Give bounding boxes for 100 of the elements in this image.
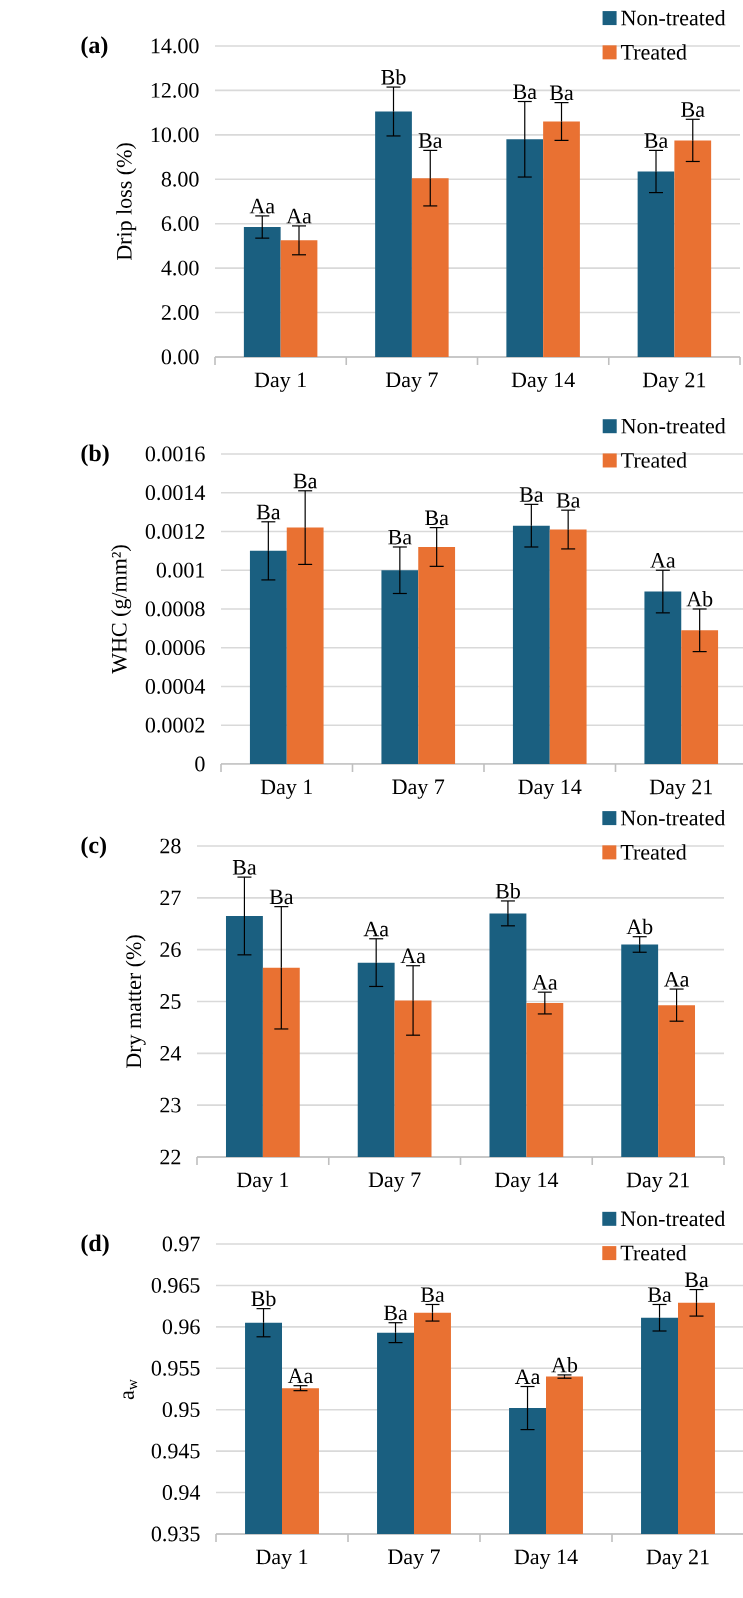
bar — [637, 171, 675, 357]
bar — [249, 550, 287, 764]
y-tick-label: 24 — [160, 1046, 182, 1061]
annotation: Ba — [556, 493, 581, 508]
annotation: Ba — [269, 889, 294, 905]
legend-label: Treated — [620, 1244, 687, 1261]
annotation: Aa — [249, 198, 275, 214]
x-tick-label: Day 1 — [260, 779, 312, 799]
annotation: Ba — [513, 84, 537, 100]
chart-title: (d) — [81, 1234, 109, 1257]
x-tick-label: Day 21 — [646, 1549, 709, 1569]
annotation: Aa — [363, 921, 389, 937]
y-tick-label: 23 — [160, 1097, 181, 1113]
y-tick-label: 22 — [160, 1149, 181, 1165]
annotation: Ba — [383, 1305, 408, 1321]
legend-label: Non-treated — [621, 9, 726, 26]
y-tick-label: 0.0014 — [145, 485, 206, 501]
y-tick-label: 2.00 — [161, 305, 199, 321]
annotation: Aa — [400, 948, 426, 964]
y-tick-label: 27 — [160, 890, 181, 906]
chart-title: (b) — [81, 444, 109, 467]
y-tick-label: 0.0016 — [145, 446, 205, 462]
annotation: Ba — [232, 860, 257, 875]
chart-title: (a) — [81, 36, 108, 59]
x-tick-label: Day 7 — [388, 1549, 440, 1569]
legend-label: Non-treated — [621, 418, 726, 434]
annotation: Bb — [381, 69, 406, 85]
legend-label: Treated — [620, 44, 687, 60]
y-tick-label: 14.00 — [151, 38, 199, 54]
legend-label: Treated — [621, 452, 687, 468]
annotation: Ba — [388, 529, 412, 545]
legend-label: Non-treated — [620, 1210, 726, 1227]
y-tick-label: 12.00 — [151, 82, 199, 98]
annotation: Ab — [686, 591, 713, 607]
y-axis-title: Drip loss (%) — [116, 143, 137, 261]
annotation: Ab — [626, 918, 653, 935]
annotation: Aa — [514, 1369, 541, 1385]
annotation: Ba — [684, 1272, 709, 1288]
bar — [506, 139, 544, 357]
annotation: Ba — [293, 473, 318, 489]
x-tick-label: Day 14 — [514, 1549, 578, 1569]
x-tick-label: Day 14 — [511, 372, 575, 392]
x-tick-label: Day 21 — [626, 1172, 689, 1192]
annotation: Ba — [420, 1287, 445, 1303]
y-tick-label: 6.00 — [161, 216, 199, 232]
bar — [543, 121, 580, 357]
x-tick-label: Day 7 — [368, 1172, 421, 1192]
y-tick-label: 0.0008 — [145, 601, 205, 617]
annotation: Ba — [418, 133, 443, 148]
x-tick-label: Day 1 — [256, 1549, 308, 1569]
x-tick-label: Day 1 — [254, 372, 306, 392]
y-axis-title: WHC (g/mm²) — [111, 545, 132, 674]
y-tick-label: 4.00 — [161, 260, 199, 276]
annotation: Aa — [287, 1368, 314, 1384]
annotation: Ba — [647, 1287, 672, 1303]
y-tick-label: 10.00 — [151, 127, 199, 143]
y-tick-label: 0.965 — [151, 1277, 200, 1293]
bar — [411, 178, 449, 357]
x-tick-label: Day 1 — [236, 1172, 289, 1192]
x-tick-label: Day 7 — [385, 372, 438, 392]
annotation: Ba — [425, 510, 449, 526]
y-tick-label: 0.97 — [162, 1236, 200, 1252]
bar — [549, 529, 587, 764]
x-tick-label: Day 21 — [649, 779, 712, 799]
y-tick-label: 0.001 — [156, 562, 205, 578]
annotation: Ab — [551, 1357, 578, 1373]
y-axis-title: a$_{w}$ — [123, 1379, 138, 1400]
y-tick-label: 0.96 — [162, 1319, 200, 1335]
y-tick-label: 0.0006 — [145, 640, 205, 656]
bar — [280, 240, 318, 357]
x-tick-label: Day 14 — [518, 779, 582, 799]
y-tick-label: 0.935 — [151, 1526, 200, 1542]
y-tick-label: 0.95 — [162, 1402, 200, 1418]
annotation: Ba — [644, 133, 668, 148]
annotation: Aa — [650, 553, 676, 568]
bar — [681, 630, 719, 764]
annotation: Aa — [286, 208, 312, 224]
y-tick-label: 0.955 — [151, 1360, 200, 1376]
annotation: Bb — [495, 883, 520, 899]
y-tick-label: 0.0002 — [145, 717, 205, 733]
bar — [418, 546, 456, 764]
y-tick-label: 25 — [160, 994, 181, 1009]
bar — [674, 140, 712, 357]
chart-title: (c) — [81, 836, 106, 859]
annotation: Ba — [519, 487, 544, 502]
x-tick-label: Day 14 — [494, 1172, 559, 1192]
annotation: Aa — [532, 975, 558, 990]
y-axis-title: Dry matter (%) — [125, 935, 146, 1069]
y-tick-label: 26 — [160, 942, 181, 958]
y-tick-label: 28 — [160, 838, 181, 854]
bar — [375, 111, 412, 357]
x-tick-label: Day 7 — [392, 779, 445, 799]
bar — [512, 525, 550, 764]
y-tick-label: 0.0004 — [145, 679, 206, 694]
legend-label: Non-treated — [620, 809, 726, 826]
y-tick-label: 0.00 — [161, 349, 199, 365]
bar — [243, 227, 281, 357]
bar — [381, 570, 419, 764]
bar — [644, 591, 682, 764]
y-tick-label: 0.0012 — [145, 524, 205, 539]
